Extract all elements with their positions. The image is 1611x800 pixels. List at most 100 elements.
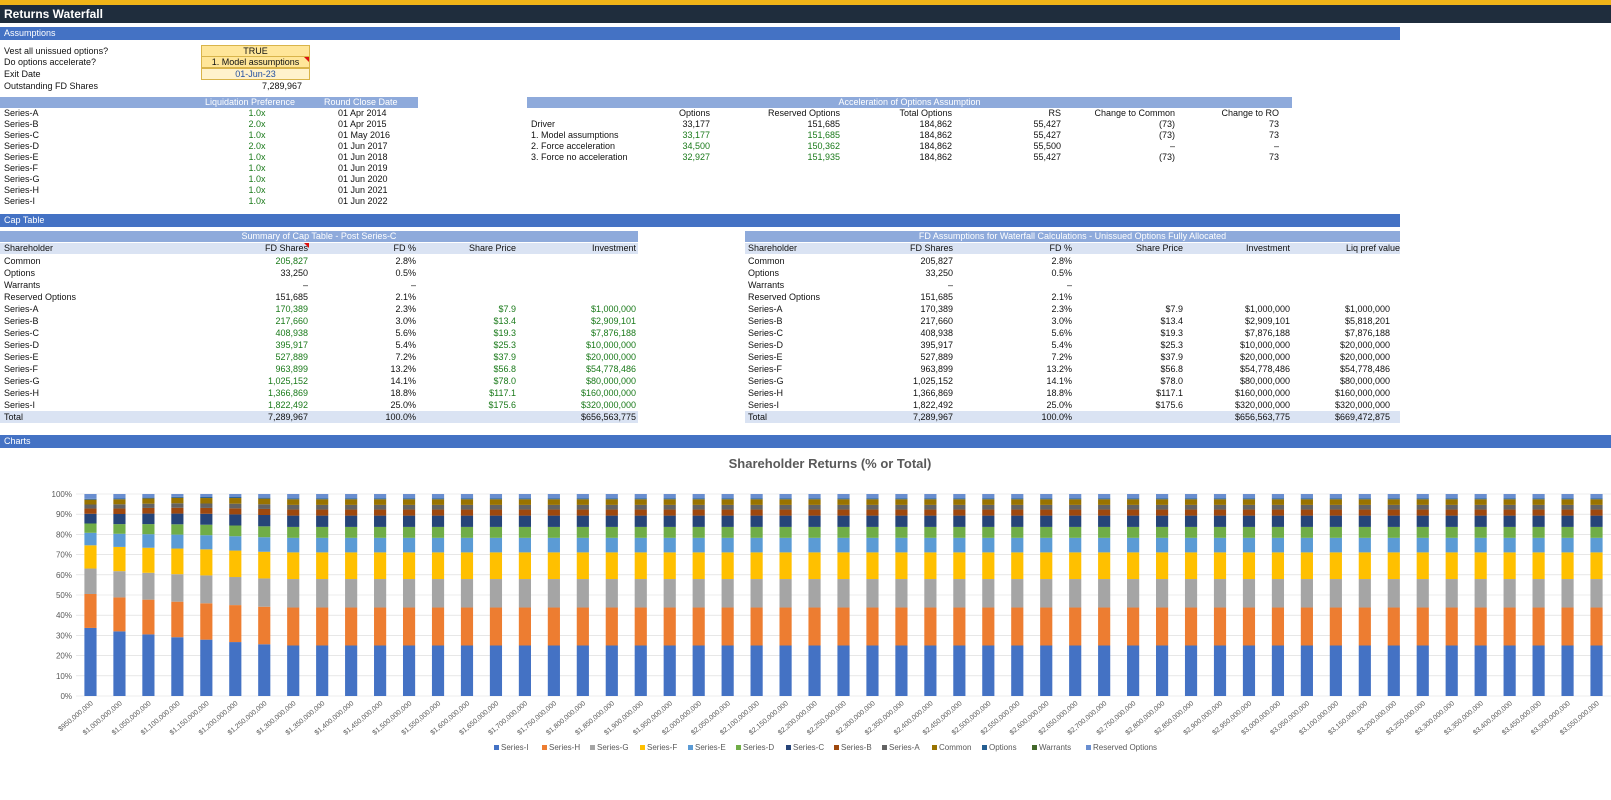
bar-segment bbox=[1156, 504, 1169, 510]
bar-segment bbox=[171, 534, 184, 549]
bar-segment bbox=[287, 645, 300, 696]
bar-segment bbox=[1040, 509, 1053, 516]
bar-segment bbox=[605, 579, 618, 608]
bar-segment bbox=[895, 499, 908, 505]
liq-pref-value[interactable]: 1.0x bbox=[248, 108, 266, 118]
summary-cell: Series-F bbox=[4, 364, 39, 374]
legend-label: Series-I bbox=[501, 743, 529, 752]
bar-segment bbox=[1098, 494, 1111, 499]
bar-segment bbox=[1300, 494, 1313, 499]
bar-segment bbox=[924, 537, 937, 553]
bar-segment bbox=[779, 526, 792, 538]
fd-cell: Common bbox=[748, 256, 785, 266]
bar-segment bbox=[518, 515, 531, 527]
bar-segment bbox=[779, 537, 792, 553]
bar-segment bbox=[374, 645, 387, 696]
summary-cell: Series-C bbox=[4, 328, 40, 338]
fd-cell: 1,366,869 bbox=[912, 388, 953, 398]
bar-segment bbox=[1474, 579, 1487, 608]
bar-segment bbox=[84, 593, 97, 628]
bar-segment bbox=[953, 498, 966, 500]
bar-segment bbox=[345, 579, 358, 608]
liq-pref-value[interactable]: 1.0x bbox=[248, 174, 266, 184]
bar-segment bbox=[258, 526, 271, 538]
liq-pref-value[interactable]: 1.0x bbox=[248, 163, 266, 173]
summary-cell bbox=[416, 268, 516, 279]
bar-segment bbox=[1503, 504, 1516, 510]
bar-segment bbox=[982, 494, 995, 499]
bar-segment bbox=[1040, 494, 1053, 499]
fd-cell: $7.9 bbox=[1165, 304, 1183, 314]
bar-segment bbox=[1474, 494, 1487, 499]
legend-swatch bbox=[882, 745, 887, 750]
bar-segment bbox=[171, 601, 184, 638]
bar-segment bbox=[547, 607, 560, 646]
bar-segment bbox=[663, 515, 676, 527]
bar-segment bbox=[1474, 498, 1487, 500]
accel-cell: 151,685 bbox=[807, 130, 840, 140]
liq-pref-value[interactable]: 1.0x bbox=[248, 185, 266, 195]
liq-row-name: Series-G bbox=[4, 174, 40, 184]
bar-segment bbox=[489, 509, 503, 516]
bar-segment bbox=[808, 552, 821, 580]
bar-segment bbox=[287, 504, 300, 510]
bar-segment bbox=[634, 499, 647, 505]
liq-pref-value[interactable]: 1.0x bbox=[248, 130, 266, 140]
summary-cell bbox=[416, 292, 516, 303]
bar-segment bbox=[982, 498, 995, 500]
accel-cell: (73) bbox=[1158, 130, 1175, 140]
liq-pref-value[interactable]: 1.0x bbox=[248, 196, 266, 206]
bar-segment bbox=[721, 504, 734, 510]
fd-cell: 395,917 bbox=[920, 340, 953, 350]
bar-segment bbox=[576, 526, 589, 538]
bar-segment bbox=[808, 579, 821, 608]
fd-cell: 205,827 bbox=[920, 256, 953, 266]
bar-segment bbox=[1011, 498, 1024, 500]
bar-segment bbox=[1040, 498, 1053, 500]
bar-segment bbox=[200, 513, 213, 525]
fd-cell bbox=[1290, 292, 1390, 303]
fd-cell: Series-G bbox=[748, 376, 784, 386]
section-assumptions: Assumptions bbox=[0, 27, 1400, 40]
bar-segment bbox=[1358, 498, 1371, 500]
bar-segment bbox=[345, 515, 358, 527]
bar-segment bbox=[200, 535, 213, 550]
exit-date-input[interactable]: 01-Jun-23 bbox=[201, 68, 310, 80]
bar-segment bbox=[866, 607, 879, 646]
bar-segment bbox=[229, 536, 242, 551]
accel-title: Acceleration of Options Assumption bbox=[527, 97, 1292, 108]
fd-cell bbox=[1083, 256, 1183, 267]
bar-segment bbox=[1156, 607, 1169, 646]
bar-segment bbox=[1011, 607, 1024, 646]
summary-cell bbox=[536, 256, 636, 267]
bar-segment bbox=[895, 645, 908, 696]
bar-segment bbox=[895, 498, 908, 500]
bar-segment bbox=[634, 509, 647, 516]
bar-segment bbox=[518, 509, 531, 516]
bar-segment bbox=[605, 504, 618, 510]
round-close-date: 01 Apr 2015 bbox=[338, 119, 387, 129]
bar-segment bbox=[489, 645, 503, 696]
liq-pref-value[interactable]: 1.0x bbox=[248, 152, 266, 162]
liq-pref-value[interactable]: 2.0x bbox=[248, 119, 266, 129]
bar-segment bbox=[1503, 607, 1516, 646]
liq-pref-value[interactable]: 2.0x bbox=[248, 141, 266, 151]
bar-segment bbox=[692, 552, 705, 580]
bar-segment bbox=[576, 494, 589, 499]
bar-segment bbox=[1040, 552, 1053, 580]
legend-swatch bbox=[590, 745, 595, 750]
bar-segment bbox=[1387, 552, 1400, 580]
fd-cell bbox=[1190, 256, 1290, 267]
bar-segment bbox=[837, 537, 850, 553]
bar-segment bbox=[1561, 498, 1574, 500]
fd-total-cell: $656,563,775 bbox=[1234, 412, 1290, 422]
bar-segment bbox=[1242, 494, 1256, 499]
bar-segment bbox=[779, 552, 792, 580]
section-charts: Charts bbox=[0, 435, 1611, 448]
bar-segment bbox=[1329, 552, 1342, 580]
accelerate-options-dropdown[interactable]: 1. Model assumptions bbox=[201, 56, 310, 68]
bar-segment bbox=[142, 503, 155, 508]
fd-col-header: Share Price bbox=[1135, 243, 1183, 253]
bar-segment bbox=[1156, 537, 1169, 553]
bar-segment bbox=[663, 552, 676, 580]
